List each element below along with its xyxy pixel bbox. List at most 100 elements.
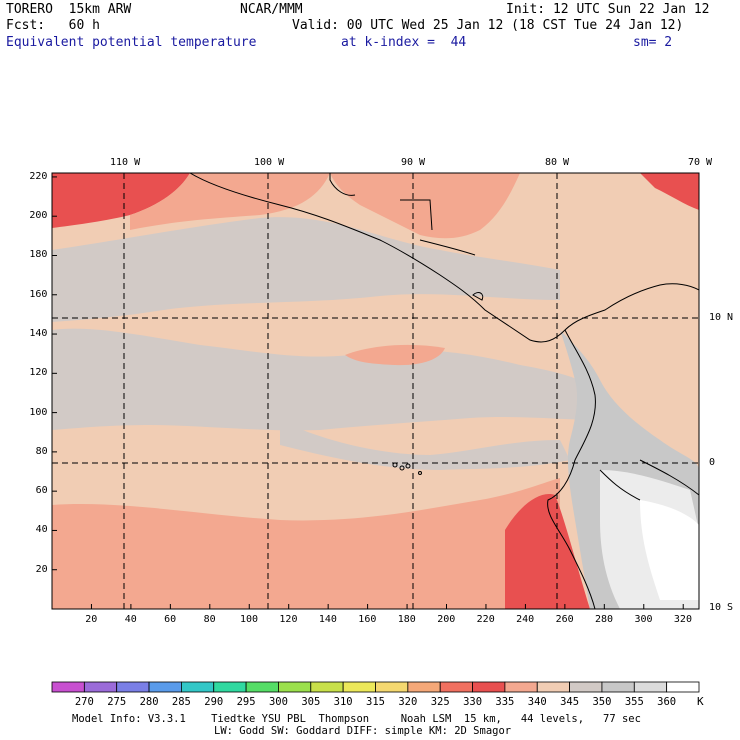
legend-level-label: 325	[430, 696, 450, 708]
left-grid-label: 80	[35, 445, 48, 457]
bottom-grid-label: 300	[634, 614, 653, 625]
orange-south-band	[52, 478, 560, 609]
bottom-grid-label: 260	[555, 614, 574, 625]
legend-swatch	[83, 681, 118, 693]
lon-label-70w: 70 W	[688, 157, 713, 168]
legend-swatch	[407, 681, 441, 693]
model-info-line1: Model Info: V3.3.1 Tiedtke YSU PBL Thomp…	[72, 713, 641, 725]
legend-swatch	[375, 681, 409, 693]
legend-swatch	[148, 681, 182, 693]
legend-level-label: 360	[657, 696, 677, 708]
orange-patch-mid	[345, 344, 445, 366]
legend-swatch	[310, 681, 344, 693]
lon-label-80w: 80 W	[545, 157, 570, 168]
legend-swatch	[342, 681, 376, 693]
bottom-grid-label: 120	[279, 614, 298, 625]
legend-swatch	[116, 681, 150, 693]
lon-label-110w: 110 W	[110, 157, 141, 168]
legend-color-bar	[51, 681, 700, 693]
level-index: at k-index = 44	[341, 35, 467, 50]
orange-nw	[130, 173, 330, 230]
lat-lon-grid	[52, 173, 699, 609]
center-name: NCAR/MMM	[240, 2, 303, 17]
bottom-grid-label: 200	[437, 614, 456, 625]
left-grid-label: 60	[35, 485, 48, 497]
legend-swatch	[536, 681, 570, 693]
legend-level-label: 300	[268, 696, 288, 708]
red-caribbean	[640, 173, 699, 210]
legend-level-label: 310	[333, 696, 353, 708]
model-info-line2: LW: Godd SW: Goddard DIFF: simple KM: 2D…	[214, 725, 512, 737]
init-time: Init: 12 UTC Sun 22 Jan 12	[506, 2, 710, 17]
gray-band-mid	[52, 328, 600, 431]
bottom-grid-label: 320	[673, 614, 692, 625]
legend-level-label: 270	[74, 696, 94, 708]
legend-level-label: 335	[495, 696, 515, 708]
gray-band-north	[52, 217, 560, 322]
legend-unit: K	[697, 695, 704, 708]
left-grid-label: 200	[29, 210, 48, 222]
bottom-grid-label: 180	[397, 614, 416, 625]
forecast-hour: Fcst: 60 h	[6, 18, 100, 33]
legend-level-label: 330	[463, 696, 483, 708]
legend-level-label: 355	[624, 696, 644, 708]
legend-level-label: 320	[398, 696, 418, 708]
model-name: TORERO 15km ARW	[6, 2, 132, 17]
orange-central-america	[330, 173, 520, 239]
legend-level-label: 345	[560, 696, 580, 708]
lat-label-10s: 10 S	[709, 602, 734, 613]
bottom-grid-label: 100	[239, 614, 259, 625]
bottom-grid-label: 160	[358, 614, 377, 625]
gray-band-tail	[280, 420, 570, 470]
legend-level-label: 285	[171, 696, 191, 708]
bottom-grid-label: 140	[318, 614, 337, 625]
valid-time: Valid: 00 UTC Wed 25 Jan 12 (18 CST Tue …	[292, 18, 684, 33]
legend-level-label: 340	[527, 696, 547, 708]
legend-swatch	[245, 681, 279, 693]
andes-whitest	[640, 500, 699, 600]
lon-label-90w: 90 W	[401, 157, 426, 168]
legend-swatch	[569, 681, 603, 693]
theta-e-field	[52, 173, 699, 609]
left-grid-label: 120	[29, 367, 48, 379]
legend-swatch	[439, 681, 473, 693]
bottom-grid-label: 220	[476, 614, 495, 625]
legend-level-label: 280	[139, 696, 159, 708]
red-nw-corner	[52, 173, 190, 228]
legend-swatch	[472, 681, 506, 693]
left-grid-label: 20	[35, 563, 48, 575]
bottom-grid-label: 80	[203, 614, 216, 625]
legend-swatch	[180, 681, 215, 693]
left-grid-label: 140	[29, 328, 48, 340]
lat-label-0: 0	[709, 457, 716, 468]
legend-level-label: 290	[204, 696, 224, 708]
left-grid-label: 160	[29, 288, 48, 300]
bottom-grid-label: 280	[595, 614, 614, 625]
legend-swatch	[633, 681, 668, 693]
bottom-grid-label: 60	[164, 614, 177, 625]
bottom-grid-label: 40	[124, 614, 137, 625]
legend-level-label: 305	[301, 696, 321, 708]
left-grid-label: 180	[29, 249, 48, 261]
legend-swatch	[213, 681, 247, 693]
field-name: Equivalent potential temperature	[6, 35, 257, 50]
bottom-grid-label: 240	[516, 614, 535, 625]
legend-level-label: 315	[366, 696, 385, 708]
grid-ticks	[52, 176, 684, 609]
legend-swatch	[601, 681, 635, 693]
lon-label-100w: 100 W	[254, 157, 285, 168]
left-grid-label: 100	[29, 406, 48, 418]
left-grid-label: 220	[29, 170, 48, 182]
left-grid-label: 40	[35, 524, 48, 536]
legend-swatch	[666, 681, 700, 693]
legend-level-label: 295	[236, 696, 256, 708]
bottom-grid-label: 20	[85, 614, 98, 625]
legend-level-label: 275	[107, 696, 127, 708]
lat-label-10n: 10 N	[709, 312, 734, 323]
map-frame	[51, 172, 700, 610]
smoothing: sm= 2	[633, 35, 673, 50]
legend-swatch	[504, 681, 538, 693]
legend-swatch	[278, 681, 312, 693]
legend-swatch	[51, 681, 85, 693]
